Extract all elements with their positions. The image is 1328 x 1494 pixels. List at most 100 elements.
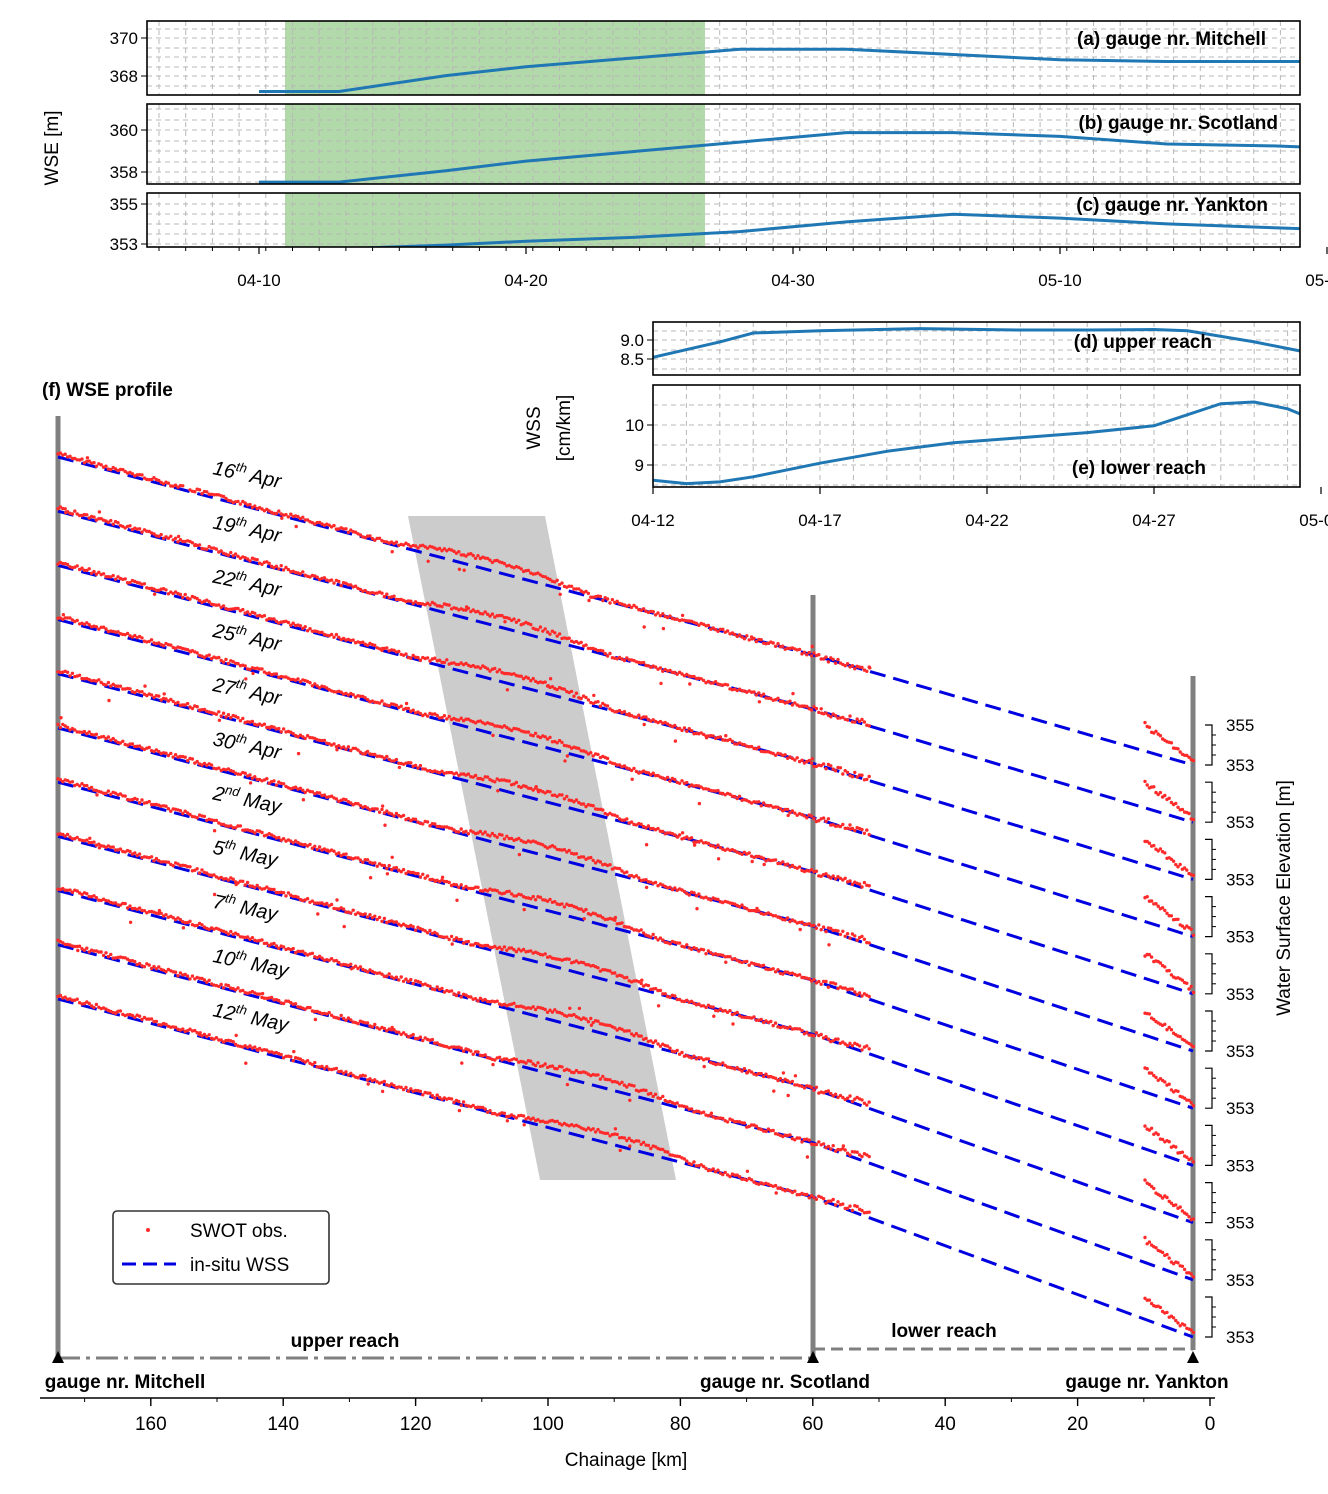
swot-point (740, 1069, 744, 1073)
swot-point (711, 734, 715, 738)
swot-point (339, 1069, 343, 1074)
swot-point (1163, 965, 1167, 969)
swot-point (867, 724, 871, 728)
swot-point (613, 915, 618, 920)
swot-point (301, 515, 305, 519)
swot-point (137, 690, 142, 694)
swot-point (397, 1030, 401, 1035)
swot-point (755, 906, 759, 911)
swot-point (742, 637, 747, 641)
swot-point (272, 617, 276, 621)
swot-point (461, 1100, 466, 1104)
swot-point (637, 713, 641, 717)
swot-point (862, 720, 867, 724)
swot-point (865, 777, 869, 782)
swot-point (58, 505, 63, 509)
swot-point (567, 636, 571, 640)
swot-point (563, 759, 567, 763)
swot-point (807, 1033, 811, 1037)
swot-point (644, 1088, 648, 1093)
swot-point (771, 1128, 775, 1133)
swot-point (63, 452, 67, 456)
swot-point (178, 592, 183, 597)
swot-point (651, 1041, 655, 1045)
swot-point (802, 650, 807, 654)
swot-point (814, 926, 819, 930)
swot-point (860, 717, 864, 722)
swot-point (1174, 1145, 1178, 1149)
swot-point (788, 919, 792, 924)
swot-point (821, 657, 826, 661)
swot-point (673, 617, 677, 621)
swot-point (188, 812, 192, 817)
swot-point (1180, 924, 1185, 928)
swot-point (303, 625, 307, 629)
swot-point (1149, 1184, 1154, 1189)
swot-point (411, 708, 415, 712)
swot-point (289, 512, 293, 516)
swot-point (1152, 1186, 1156, 1191)
swot-point (541, 629, 545, 633)
swot-point (433, 987, 437, 992)
swot-point (797, 1136, 802, 1140)
swot-point (1154, 1075, 1158, 1080)
swot-point (171, 916, 175, 920)
swot-point (550, 1064, 555, 1068)
swot-point (305, 1005, 310, 1010)
swot-point (154, 967, 159, 971)
swot-point (380, 648, 384, 653)
swot-point (757, 1071, 761, 1076)
swot-point (397, 649, 401, 654)
flood-wave-band (408, 516, 676, 1180)
swot-point (361, 860, 365, 864)
swot-point (99, 463, 103, 467)
swot-point (812, 1034, 816, 1038)
swot-point (185, 811, 190, 815)
swot-point (491, 1062, 495, 1067)
swot-point (562, 905, 567, 909)
swot-point (1152, 1017, 1156, 1022)
swot-point (497, 613, 502, 618)
swot-point (459, 883, 463, 887)
swot-point (425, 656, 430, 660)
swot-point (651, 932, 655, 937)
swot-point (325, 901, 329, 906)
swot-point (776, 1078, 780, 1083)
swot-point (58, 725, 63, 730)
panel-d: (d) upper reach 9.0 8.5 (620, 321, 1301, 376)
swot-point (704, 1166, 708, 1171)
swot-point (502, 1111, 507, 1116)
swot-point (665, 831, 670, 835)
swot-point (449, 989, 454, 993)
swot-point (586, 1020, 591, 1024)
swot-point (677, 781, 682, 785)
swot-point (817, 819, 821, 823)
swot-point (833, 661, 838, 665)
swot-point (569, 689, 574, 694)
swot-point (867, 1210, 871, 1214)
swot-point (673, 670, 677, 675)
swot-point (212, 873, 216, 877)
swot-point (850, 775, 855, 779)
swot-point (128, 687, 132, 691)
swot-point (123, 577, 127, 581)
profile-title: (f) WSE profile (42, 380, 173, 401)
panel-d-series (653, 327, 1300, 359)
swot-point (243, 501, 247, 505)
swot-point (356, 748, 360, 752)
ts-xtick-label: 05-10 (1038, 271, 1081, 290)
swot-point (831, 712, 835, 716)
swot-point (1169, 1201, 1174, 1205)
swot-point (149, 1017, 154, 1021)
swot-point (413, 817, 418, 821)
swot-point (82, 948, 87, 952)
swot-point (488, 558, 492, 562)
swot-point (699, 839, 703, 843)
swot-point (1154, 790, 1158, 795)
swot-point (190, 974, 195, 978)
swot-point (608, 1078, 612, 1082)
swot-point (221, 986, 226, 990)
swot-point (94, 732, 99, 736)
swot-point (298, 680, 303, 684)
swot-point (87, 840, 91, 845)
